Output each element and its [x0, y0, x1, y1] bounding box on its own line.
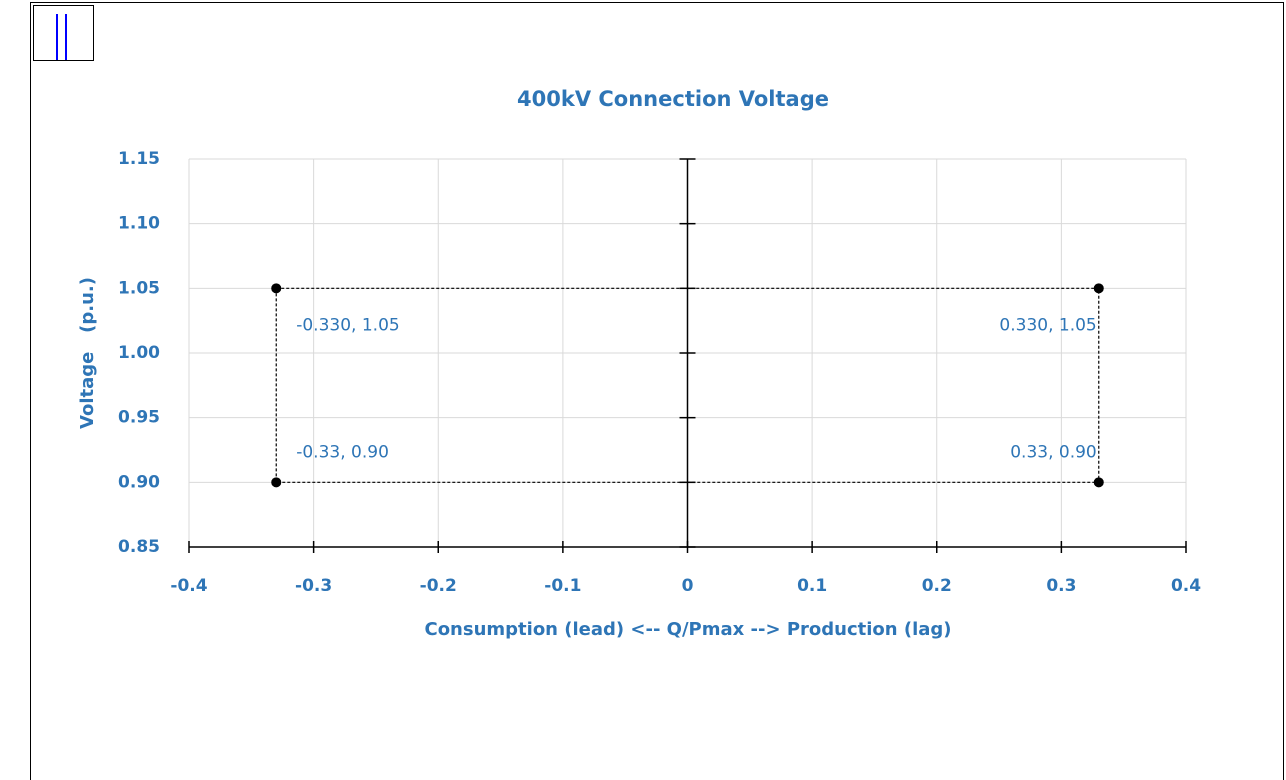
data-label: 0.330, 1.05 — [999, 315, 1096, 335]
y-tick-label: 0.85 — [118, 537, 160, 557]
x-tick-label: 0.3 — [1046, 576, 1076, 596]
x-axis-label: Consumption (lead) <-- Q/Pmax --> Produc… — [424, 619, 951, 640]
y-tick-label: 0.95 — [118, 408, 160, 428]
y-tick-label: 1.05 — [118, 278, 160, 298]
data-point — [1093, 477, 1104, 488]
x-tick-label: 0.4 — [1171, 576, 1201, 596]
data-label: 0.33, 0.90 — [1010, 442, 1097, 462]
x-tick-label: -0.3 — [295, 576, 332, 596]
frame — [30, 2, 1284, 780]
x-tick-label: 0.1 — [797, 576, 827, 596]
x-tick-label: 0 — [682, 576, 694, 596]
x-tick-label: 0.2 — [922, 576, 952, 596]
x-tick-label: -0.2 — [420, 576, 457, 596]
y-tick-label: 0.90 — [118, 472, 160, 492]
icon-box — [33, 5, 94, 61]
chart-title: 400kV Connection Voltage — [517, 87, 829, 111]
data-point — [271, 283, 282, 294]
y-tick-label: 1.15 — [118, 149, 160, 169]
data-point — [271, 477, 282, 488]
y-tick-label: 1.00 — [118, 343, 160, 363]
x-tick-label: -0.4 — [170, 576, 207, 596]
x-tick-label: -0.1 — [544, 576, 581, 596]
data-label: -0.330, 1.05 — [296, 315, 399, 335]
data-point — [1093, 283, 1104, 294]
data-label: -0.33, 0.90 — [296, 442, 389, 462]
y-axis-label: Voltage (p.u.) — [77, 277, 98, 429]
y-tick-label: 1.10 — [118, 214, 160, 234]
